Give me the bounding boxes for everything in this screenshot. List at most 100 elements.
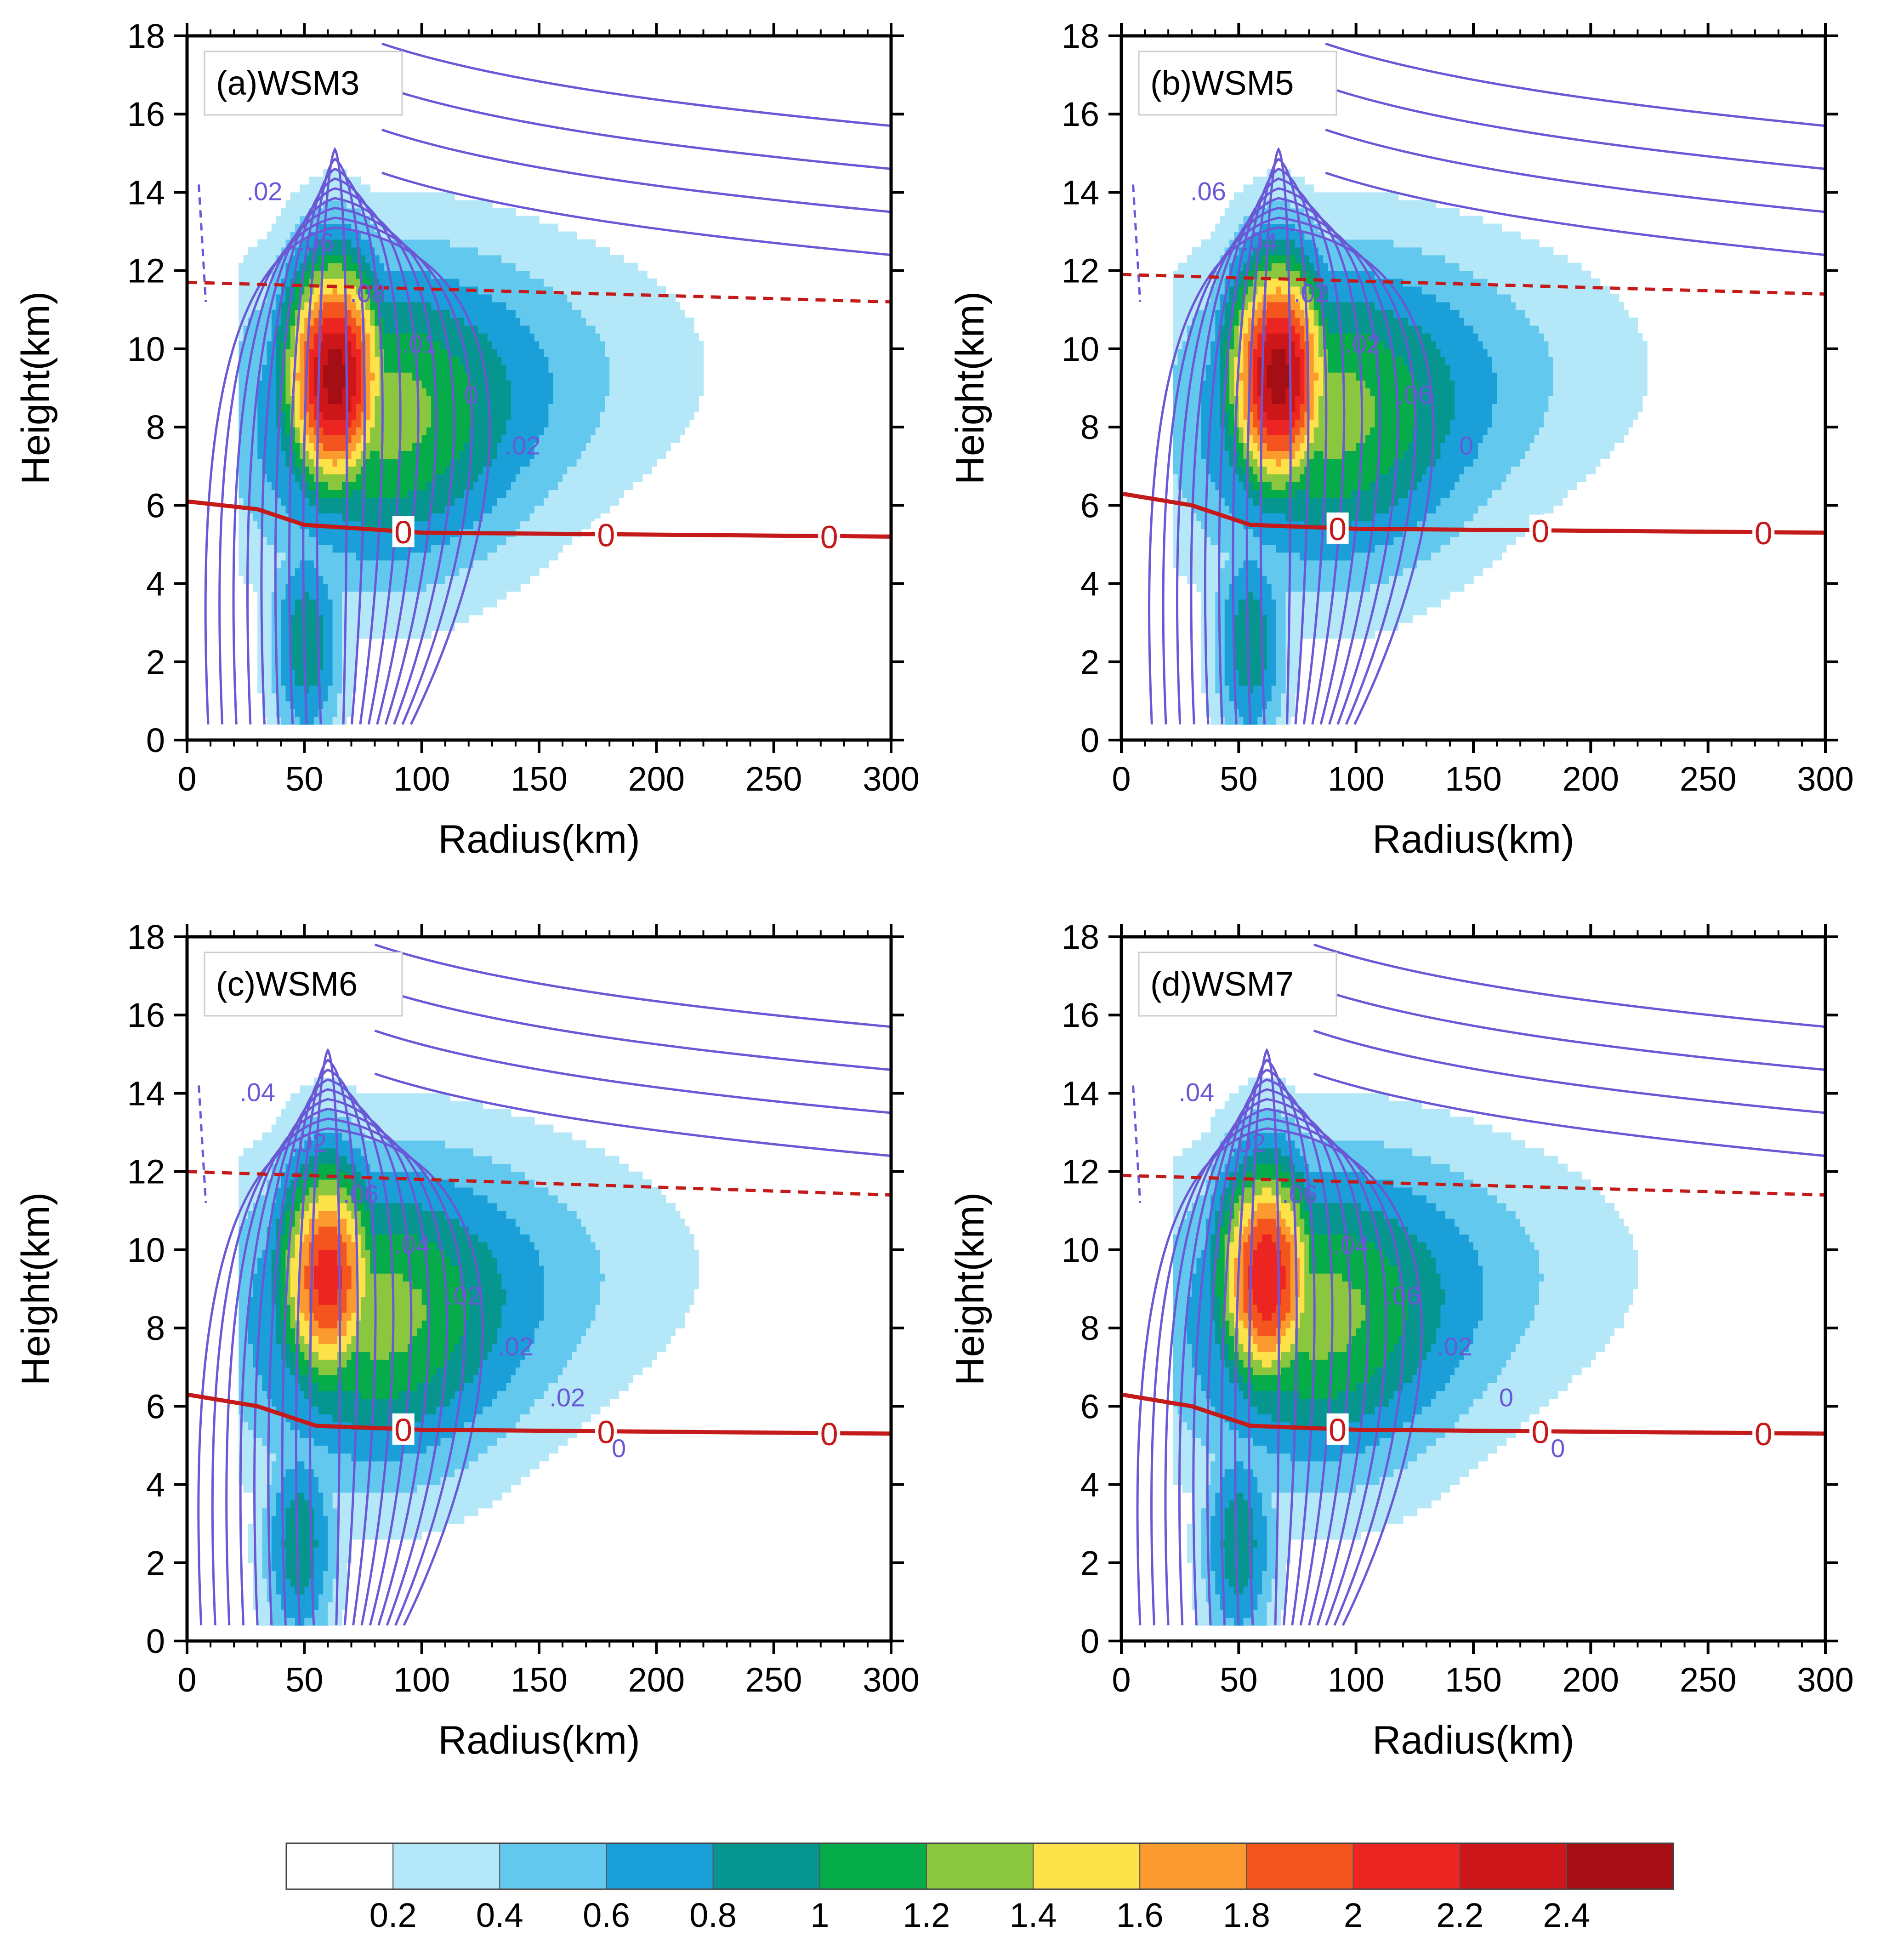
panel-a-fill-cell — [285, 427, 291, 435]
panel-a-fill-cell — [487, 583, 493, 592]
panel-a-fill-cell — [309, 575, 314, 584]
panel-a-fill-cell — [365, 536, 371, 545]
panel-a-fill-cell — [487, 247, 493, 256]
panel-a-fill-cell — [492, 223, 497, 232]
panel-a-fill-cell — [295, 364, 300, 373]
panel-a-fill-cell — [483, 521, 488, 530]
panel-a-fill-cell — [539, 325, 544, 334]
panel-a-fill-cell — [342, 497, 347, 506]
panel-a-fill-cell — [347, 435, 352, 443]
panel-a-fill-cell — [483, 348, 488, 357]
panel-a-fill-cell — [492, 583, 497, 592]
panel-a-fill-cell — [449, 317, 455, 326]
panel-a-fill-cell — [534, 388, 540, 396]
panel-a-fill-cell — [398, 286, 403, 295]
panel-a-fill-cell — [511, 450, 516, 459]
panel-a-fill-cell — [398, 200, 403, 209]
panel-a-fill-cell — [351, 622, 357, 631]
panel-a-fill-cell — [421, 372, 427, 381]
panel-a-fill-cell — [389, 474, 394, 482]
panel-a-fill-cell — [313, 443, 319, 451]
panel-a-fill-cell — [436, 482, 441, 490]
panel-a-fill-cell — [595, 513, 601, 522]
panel-a-fill-cell — [248, 529, 253, 537]
panel-a-fill-cell — [529, 372, 535, 381]
panel-a-fill-cell — [356, 309, 361, 318]
panel-a-fill-cell — [267, 654, 272, 662]
panel-a-fill-cell — [553, 372, 558, 381]
panel-a-fill-cell — [614, 490, 619, 498]
panel-a-fill-cell — [365, 286, 371, 295]
panel-a-fill-cell — [408, 192, 413, 201]
panel-a-fill-cell — [408, 497, 413, 506]
panel-a-fill-cell — [576, 255, 582, 263]
panel-a-fill-cell — [440, 497, 446, 506]
panel-a-fill-cell — [595, 255, 601, 263]
panel-a-fill-cell — [332, 669, 338, 678]
panel-a-fill-cell — [295, 716, 300, 725]
panel-a-fill-cell — [389, 435, 394, 443]
panel-a-fill-cell — [426, 450, 432, 459]
panel-a-fill-cell — [525, 505, 530, 514]
panel-a-fill-cell — [581, 294, 586, 302]
panel-a-fill-cell — [262, 411, 267, 420]
panel-a-fill-cell — [365, 521, 371, 530]
panel-a-fill-cell — [417, 482, 422, 490]
panel-a-fill-cell — [328, 247, 333, 256]
panel-a-fill-cell — [440, 568, 446, 576]
panel-a-fill-cell — [323, 716, 329, 725]
panel-a-fill-cell — [300, 630, 305, 639]
panel-a-fill-cell — [511, 356, 516, 365]
panel-a-fill-cell — [257, 646, 263, 655]
panel-a-fill-cell — [398, 497, 403, 506]
panel-a-fill-cell — [276, 278, 282, 287]
panel-a-line-label: .02 — [247, 177, 283, 205]
panel-a-fill-cell — [656, 388, 662, 396]
panel-a-fill-cell — [487, 380, 493, 388]
panel-a-fill-cell — [492, 513, 497, 522]
panel-a-fill-cell — [473, 231, 478, 240]
panel-a-fill-cell — [525, 364, 530, 373]
panel-a-fill-cell — [332, 208, 338, 217]
panel-a-fill-cell — [492, 411, 497, 420]
panel-b-fill-cell — [1187, 505, 1192, 514]
panel-a-fill-cell — [619, 435, 624, 443]
panel-a-fill-cell — [511, 536, 516, 545]
panel-a-fill-cell — [511, 396, 516, 404]
panel-a-fill-cell — [576, 286, 582, 295]
panel-a-fill-cell — [417, 427, 422, 435]
panel-a-fill-cell — [309, 615, 314, 623]
panel-a-fill-cell — [285, 388, 291, 396]
panel-a-fill-cell — [572, 247, 577, 256]
panel-a-fill-cell — [408, 364, 413, 373]
panel-a-fill-cell — [511, 427, 516, 435]
panel-a-fill-cell — [459, 372, 465, 381]
panel-a-fill-cell — [426, 474, 432, 482]
panel-a-fill-cell — [576, 262, 582, 271]
panel-a-fill-cell — [342, 529, 347, 537]
panel-a-fill-cell — [323, 302, 329, 310]
panel-a-fill-cell — [243, 427, 249, 435]
panel-a-fill-cell — [586, 513, 591, 522]
panel-a-fill-cell — [243, 372, 249, 381]
panel-a-fill-cell — [614, 356, 619, 365]
panel-a-fill-cell — [300, 497, 305, 506]
panel-a-fill-cell — [417, 497, 422, 506]
panel-a-fill-cell — [285, 372, 291, 381]
panel-a-fill-cell — [337, 309, 342, 318]
panel-a-fill-cell — [534, 348, 540, 357]
panel-a-fill-cell — [506, 309, 511, 318]
panel-a-fill-cell — [553, 396, 558, 404]
panel-a-fill-cell — [262, 270, 267, 279]
panel-a-fill-cell — [431, 443, 437, 451]
panel-a-fill-cell — [473, 200, 478, 209]
panel-a-fill-cell — [449, 490, 455, 498]
panel-a-fill-cell — [511, 435, 516, 443]
panel-a-fill-cell — [412, 364, 418, 373]
panel-a-fill-cell — [393, 568, 399, 576]
panel-a-fill-cell — [276, 599, 282, 608]
panel-a-fill-cell — [285, 529, 291, 537]
panel-a-fill-cell — [483, 294, 488, 302]
panel-a-fill-cell — [300, 599, 305, 608]
panel-a-fill-cell — [421, 223, 427, 232]
